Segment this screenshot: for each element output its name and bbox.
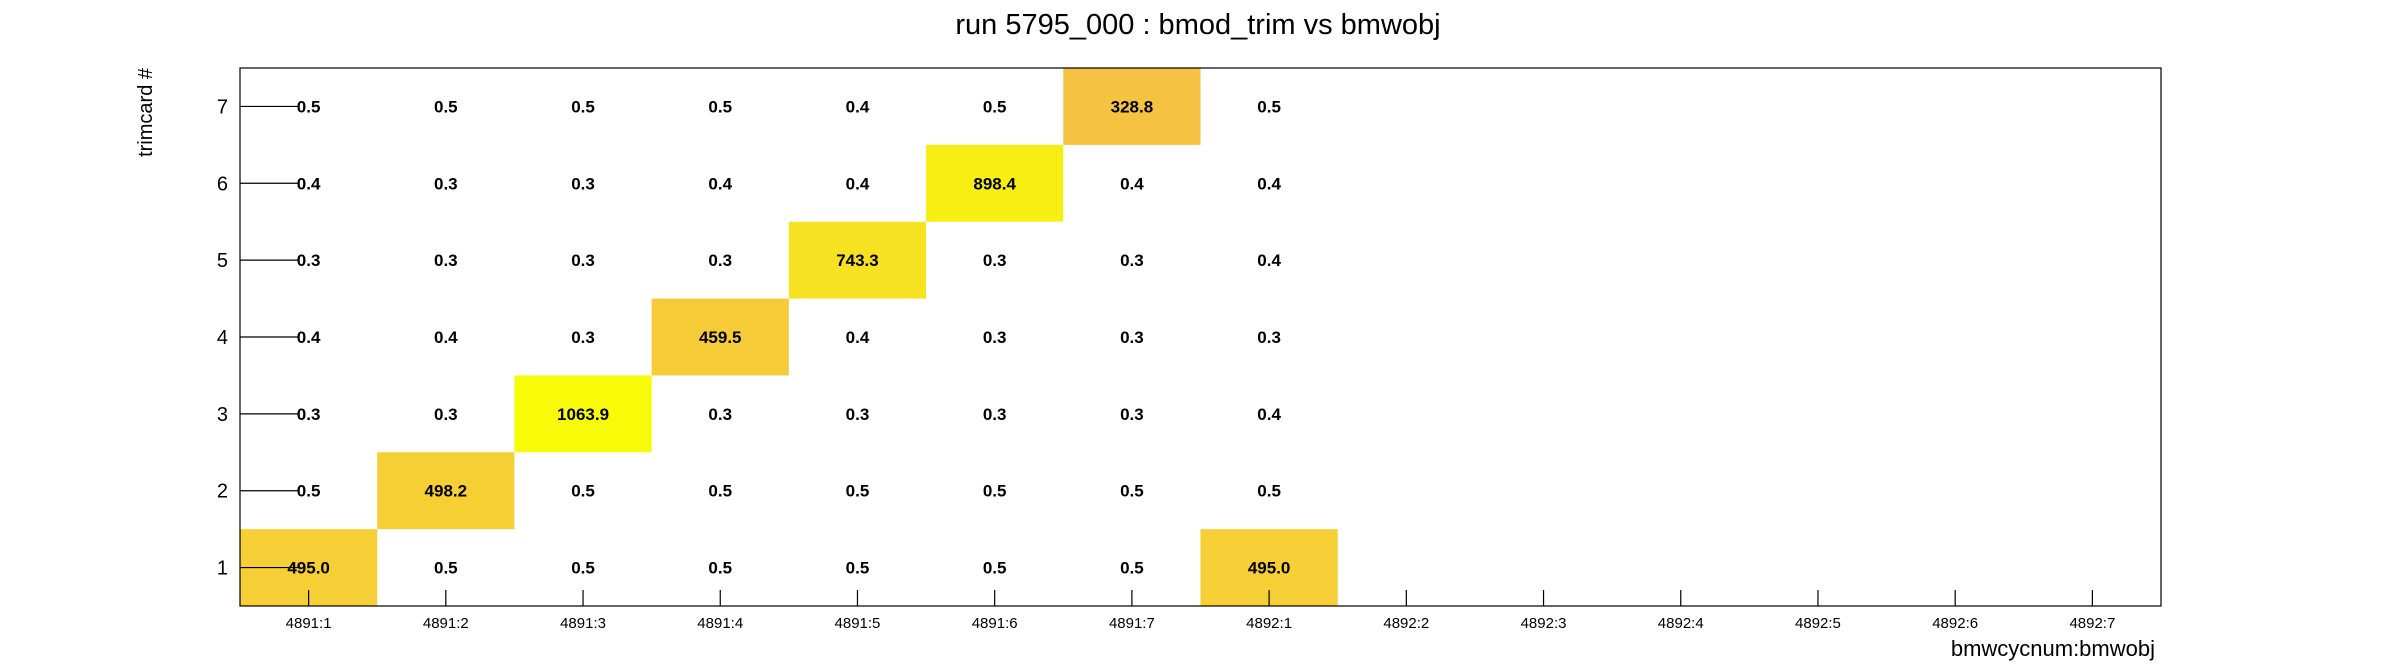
cell-value: 0.3: [571, 328, 595, 347]
cell-value: 0.4: [434, 328, 458, 347]
x-tick-label: 4891:2: [423, 615, 469, 632]
cell-value: 0.5: [297, 482, 321, 501]
x-axis-title: bmwcycnum:bmwobj: [1951, 636, 2155, 661]
cell-value: 0.3: [983, 405, 1007, 424]
cell-value: 0.4: [1120, 174, 1144, 193]
cell-value: 495.0: [287, 559, 330, 578]
cell-value: 0.3: [1257, 328, 1281, 347]
cell-value: 0.3: [1120, 405, 1144, 424]
y-tick-label: 4: [217, 327, 228, 349]
heatmap-cell: [651, 298, 789, 376]
cell-value: 0.3: [1120, 328, 1144, 347]
cell-value: 0.4: [1257, 405, 1281, 424]
cell-value: 0.5: [434, 559, 458, 578]
ticks-layer: [240, 105, 2093, 606]
x-tick-label: 4891:6: [972, 615, 1018, 632]
cell-value: 0.5: [708, 559, 732, 578]
cell-value: 0.5: [708, 97, 732, 116]
x-tick-label: 4891:1: [286, 615, 332, 632]
x-tick-label: 4892:2: [1383, 615, 1429, 632]
cell-value: 328.8: [1111, 97, 1154, 116]
x-tick-label: 4892:6: [1932, 615, 1978, 632]
cell-value: 0.4: [1257, 251, 1281, 270]
cell-value: 0.3: [983, 251, 1007, 270]
cell-value: 0.5: [1257, 482, 1281, 501]
cell-value: 1063.9: [557, 405, 609, 424]
x-tick-label: 4891:5: [835, 615, 881, 632]
x-tick-label: 4891:3: [560, 615, 606, 632]
labels-layer: 4891:1 4891:2 4891:3 4891:4 4891:5 4891:6 4891…: [217, 96, 2115, 632]
plot-frame: [239, 67, 2162, 607]
cell-value: 0.5: [1257, 97, 1281, 116]
cell-value: 0.5: [846, 559, 870, 578]
cell-value: 0.5: [983, 482, 1007, 501]
cell-value: 0.5: [571, 559, 595, 578]
x-tick-label: 4892:1: [1246, 615, 1292, 632]
cell-value: 0.3: [708, 251, 732, 270]
cell-value: 0.5: [1120, 482, 1144, 501]
x-tick-label: 4891:7: [1109, 615, 1155, 632]
cell-value: 0.4: [297, 174, 321, 193]
cell-value: 0.3: [846, 405, 870, 424]
cell-value: 0.3: [571, 251, 595, 270]
cell-value: 0.3: [434, 405, 458, 424]
values-layer: 0.5 0.5 0.5 0.5 0.4 0.5 328.8 0.5 0.4 0.3 0.3 0.4 0.…: [287, 97, 1290, 577]
heatmap-cell: [1063, 68, 1201, 145]
cell-value: 0.5: [1120, 559, 1144, 578]
cell-value: 0.3: [983, 328, 1007, 347]
y-tick-label: 1: [217, 558, 228, 580]
cell-value: 0.3: [297, 405, 321, 424]
y-tick-label: 3: [217, 404, 228, 426]
cell-value: 0.5: [983, 97, 1007, 116]
y-tick-label: 6: [217, 173, 228, 195]
cells-layer: [240, 68, 1338, 606]
cell-value: 0.3: [708, 405, 732, 424]
y-tick-label: 5: [217, 250, 228, 272]
cell-value: 0.5: [571, 482, 595, 501]
cell-value: 0.5: [708, 482, 732, 501]
cell-value: 0.3: [1120, 251, 1144, 270]
cell-value: 498.2: [425, 482, 468, 501]
x-tick-label: 4892:4: [1658, 615, 1704, 632]
heatmap-cell: [926, 144, 1064, 222]
x-tick-label: 4892:7: [2069, 615, 2115, 632]
cell-value: 898.4: [973, 174, 1016, 193]
cell-value: 743.3: [836, 251, 879, 270]
x-tick-label: 4891:4: [697, 615, 743, 632]
cell-value: 0.4: [846, 174, 870, 193]
cell-value: 0.5: [846, 482, 870, 501]
cell-value: 459.5: [699, 328, 742, 347]
x-tick-label: 4892:3: [1521, 615, 1567, 632]
cell-value: 0.4: [708, 174, 732, 193]
cell-value: 0.5: [434, 97, 458, 116]
heatmap-cell: [788, 221, 927, 299]
heatmap-cell: [377, 452, 515, 530]
cell-value: 0.4: [846, 97, 870, 116]
chart-title: run 5795_000 : bmod_trim vs bmwobj: [955, 9, 1440, 41]
cell-value: 0.3: [571, 174, 595, 193]
cell-value: 0.4: [297, 328, 321, 347]
cell-value: 0.5: [571, 97, 595, 116]
y-tick-label: 7: [217, 96, 228, 118]
cell-value: 0.4: [846, 328, 870, 347]
y-tick-label: 2: [217, 481, 228, 503]
y-axis-title: trimcard #: [135, 67, 157, 157]
cell-value: 0.3: [434, 251, 458, 270]
cell-value: 0.5: [297, 97, 321, 116]
x-tick-label: 4892:5: [1795, 615, 1841, 632]
cell-value: 0.3: [434, 174, 458, 193]
heatmap-cell: [514, 375, 652, 453]
cell-value: 495.0: [1248, 559, 1291, 578]
cell-value: 0.4: [1257, 174, 1281, 193]
cell-value: 0.5: [983, 559, 1007, 578]
cell-value: 0.3: [297, 251, 321, 270]
